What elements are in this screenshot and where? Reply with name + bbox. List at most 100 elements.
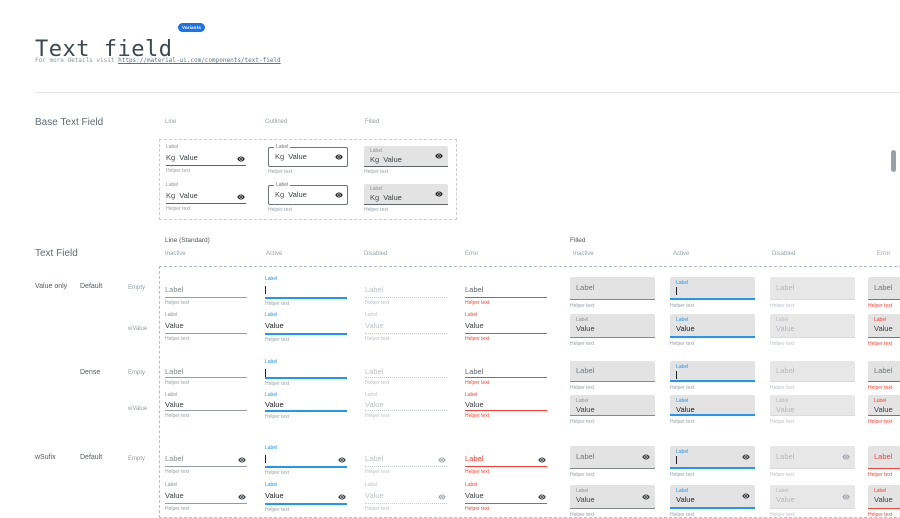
line-field-disabled-value[interactable]: Label Value Helper text — [365, 482, 447, 512]
line-field-active-value[interactable]: Label Value Helper text — [265, 392, 347, 420]
line-field-active-empty[interactable]: Label Helper text — [265, 276, 347, 307]
filled-field-disabled-value[interactable]: Label Value Helper text — [770, 395, 855, 425]
line-field-error-value[interactable]: Label Value Helper text — [465, 392, 547, 419]
visibility-icon[interactable] — [335, 191, 343, 199]
line-field-disabled-empty[interactable]: LabelLabelHelper text — [365, 445, 447, 475]
line-field-inactive-empty[interactable]: LabelLabelHelper text — [165, 445, 247, 475]
field-input-row: Label — [165, 453, 247, 466]
base-outlined-field[interactable]: Label Kg Value Helper text — [268, 182, 348, 213]
line-field-error-empty[interactable]: LabelLabelHelper text — [465, 276, 547, 306]
visibility-icon[interactable] — [642, 453, 650, 461]
field-input-row — [265, 367, 347, 377]
line-field-inactive-empty[interactable]: LabelLabelHelper text — [165, 359, 247, 386]
visibility-icon[interactable] — [237, 155, 245, 163]
base-line-field[interactable]: Label Kg Value Helper text — [166, 144, 246, 174]
state-column-header-filled-error: Error — [877, 251, 891, 257]
line-field-disabled-empty[interactable]: LabelLabelHelper text — [365, 276, 447, 306]
line-field-active-value[interactable]: Label Value Helper text — [265, 312, 347, 343]
filled-field-disabled-empty[interactable]: Label Helper text — [770, 361, 855, 391]
field-floating-label: Label — [265, 392, 278, 398]
filled-field-disabled-value[interactable]: Label Value Helper text — [770, 485, 855, 518]
field-value: Value — [179, 153, 198, 162]
field-value: Value — [776, 324, 795, 333]
line-field-disabled-value[interactable]: Label Value Helper text — [365, 312, 447, 342]
line-field-disabled-value[interactable]: Label Value Helper text — [365, 392, 447, 419]
visibility-icon[interactable] — [742, 492, 750, 500]
filled-field-active-value[interactable]: Label Value Helper text — [670, 485, 755, 518]
filled-field-error-value[interactable]: Label Value Helper text — [868, 314, 900, 347]
filled-field-box: Label Kg Value — [364, 184, 448, 205]
line-field-disabled-empty[interactable]: LabelLabelHelper text — [365, 359, 447, 386]
filled-field-inactive-value[interactable]: Label Value Helper text — [570, 395, 655, 425]
filled-field-error-value[interactable]: Label Value Helper text — [868, 485, 900, 518]
visibility-icon[interactable] — [435, 152, 443, 160]
base-filled-field[interactable]: Label Kg Value Helper text — [364, 184, 448, 213]
filled-field-box: Label Value — [570, 485, 655, 509]
field-underline — [465, 377, 547, 378]
field-underline — [365, 410, 447, 411]
line-field-inactive-value[interactable]: Label Value Helper text — [165, 312, 247, 342]
docs-link[interactable]: https://material-ui.com/components/text-… — [118, 57, 281, 64]
line-field-error-empty[interactable]: LabelLabelHelper text — [465, 445, 547, 475]
field-value: Value — [365, 491, 384, 500]
base-outlined-field[interactable]: Label Kg Value Helper text — [268, 144, 348, 175]
filled-field-inactive-value[interactable]: Label Value Helper text — [570, 314, 655, 347]
filled-field-active-value[interactable]: Label Value Helper text — [670, 395, 755, 425]
visibility-icon[interactable] — [435, 190, 443, 198]
vertical-scrollbar-thumb[interactable] — [891, 150, 896, 172]
visibility-icon[interactable] — [237, 193, 245, 201]
filled-field-active-empty[interactable]: Label Helper text — [670, 277, 755, 309]
filled-field-active-empty[interactable]: Label Helper text — [670, 446, 755, 478]
line-field-error-empty[interactable]: LabelLabelHelper text — [465, 359, 547, 386]
filled-field-inactive-empty[interactable]: Label Helper text — [570, 361, 655, 391]
field-value: Value — [365, 400, 384, 409]
field-placeholder-label: Label — [465, 285, 484, 294]
visibility-icon[interactable] — [438, 456, 446, 464]
line-field-active-value[interactable]: Label Value Helper text — [265, 482, 347, 513]
filled-field-disabled-value[interactable]: Label Value Helper text — [770, 314, 855, 347]
line-field-inactive-empty[interactable]: LabelLabelHelper text — [165, 276, 247, 306]
group-header-line-standard: Line (Standard) — [165, 237, 210, 244]
field-underline — [265, 333, 347, 335]
outlined-field-box: Label Kg Value — [268, 145, 348, 167]
field-underline — [465, 503, 547, 504]
filled-field-error-empty[interactable]: Label Helper text — [868, 446, 900, 478]
visibility-icon[interactable] — [842, 453, 850, 461]
filled-field-active-value[interactable]: Label Value Helper text — [670, 314, 755, 347]
field-underline — [165, 297, 247, 298]
field-floating-label: Label — [465, 482, 478, 488]
filled-field-disabled-empty[interactable]: Label Helper text — [770, 277, 855, 309]
filled-field-error-empty[interactable]: Label Helper text — [868, 361, 900, 391]
filled-field-inactive-empty[interactable]: Label Helper text — [570, 446, 655, 478]
line-field-error-value[interactable]: Label Value Helper text — [465, 482, 547, 512]
field-helper-text: Helper text — [365, 469, 390, 475]
visibility-icon[interactable] — [742, 453, 750, 461]
text-cursor — [676, 456, 677, 464]
line-field-active-empty[interactable]: Label Helper text — [265, 359, 347, 387]
line-field-error-value[interactable]: Label Value Helper text — [465, 312, 547, 342]
base-line-field[interactable]: Label Kg Value Helper text — [166, 182, 246, 212]
field-helper-text: Helper text — [868, 472, 893, 478]
field-input-row: Value — [265, 320, 347, 333]
visibility-icon[interactable] — [238, 456, 246, 464]
line-field-active-empty[interactable]: Label Helper text — [265, 445, 347, 476]
visibility-icon[interactable] — [338, 456, 346, 464]
visibility-icon[interactable] — [538, 456, 546, 464]
field-prefix: Kg — [275, 152, 285, 161]
field-helper-text: Helper text — [465, 413, 490, 419]
filled-field-error-value[interactable]: Label Value Helper text — [868, 395, 900, 425]
field-placeholder-label: Label — [165, 285, 184, 294]
line-field-inactive-value[interactable]: Label Value Helper text — [165, 392, 247, 419]
base-filled-field[interactable]: Label Kg Value Helper text — [364, 146, 448, 175]
field-helper-text: Helper text — [670, 419, 695, 425]
line-field-inactive-value[interactable]: Label Value Helper text — [165, 482, 247, 512]
field-helper-text: Helper text — [770, 419, 795, 425]
visibility-icon[interactable] — [335, 153, 343, 161]
filled-field-active-empty[interactable]: Label Helper text — [670, 361, 755, 391]
filled-field-inactive-value[interactable]: Label Value Helper text — [570, 485, 655, 518]
filled-field-disabled-empty[interactable]: Label Helper text — [770, 446, 855, 478]
filled-field-error-empty[interactable]: Label Helper text — [868, 277, 900, 309]
row-type-label-wvalue-1: wValue — [128, 326, 148, 332]
filled-field-inactive-empty[interactable]: Label Helper text — [570, 277, 655, 309]
field-underline — [465, 410, 547, 411]
